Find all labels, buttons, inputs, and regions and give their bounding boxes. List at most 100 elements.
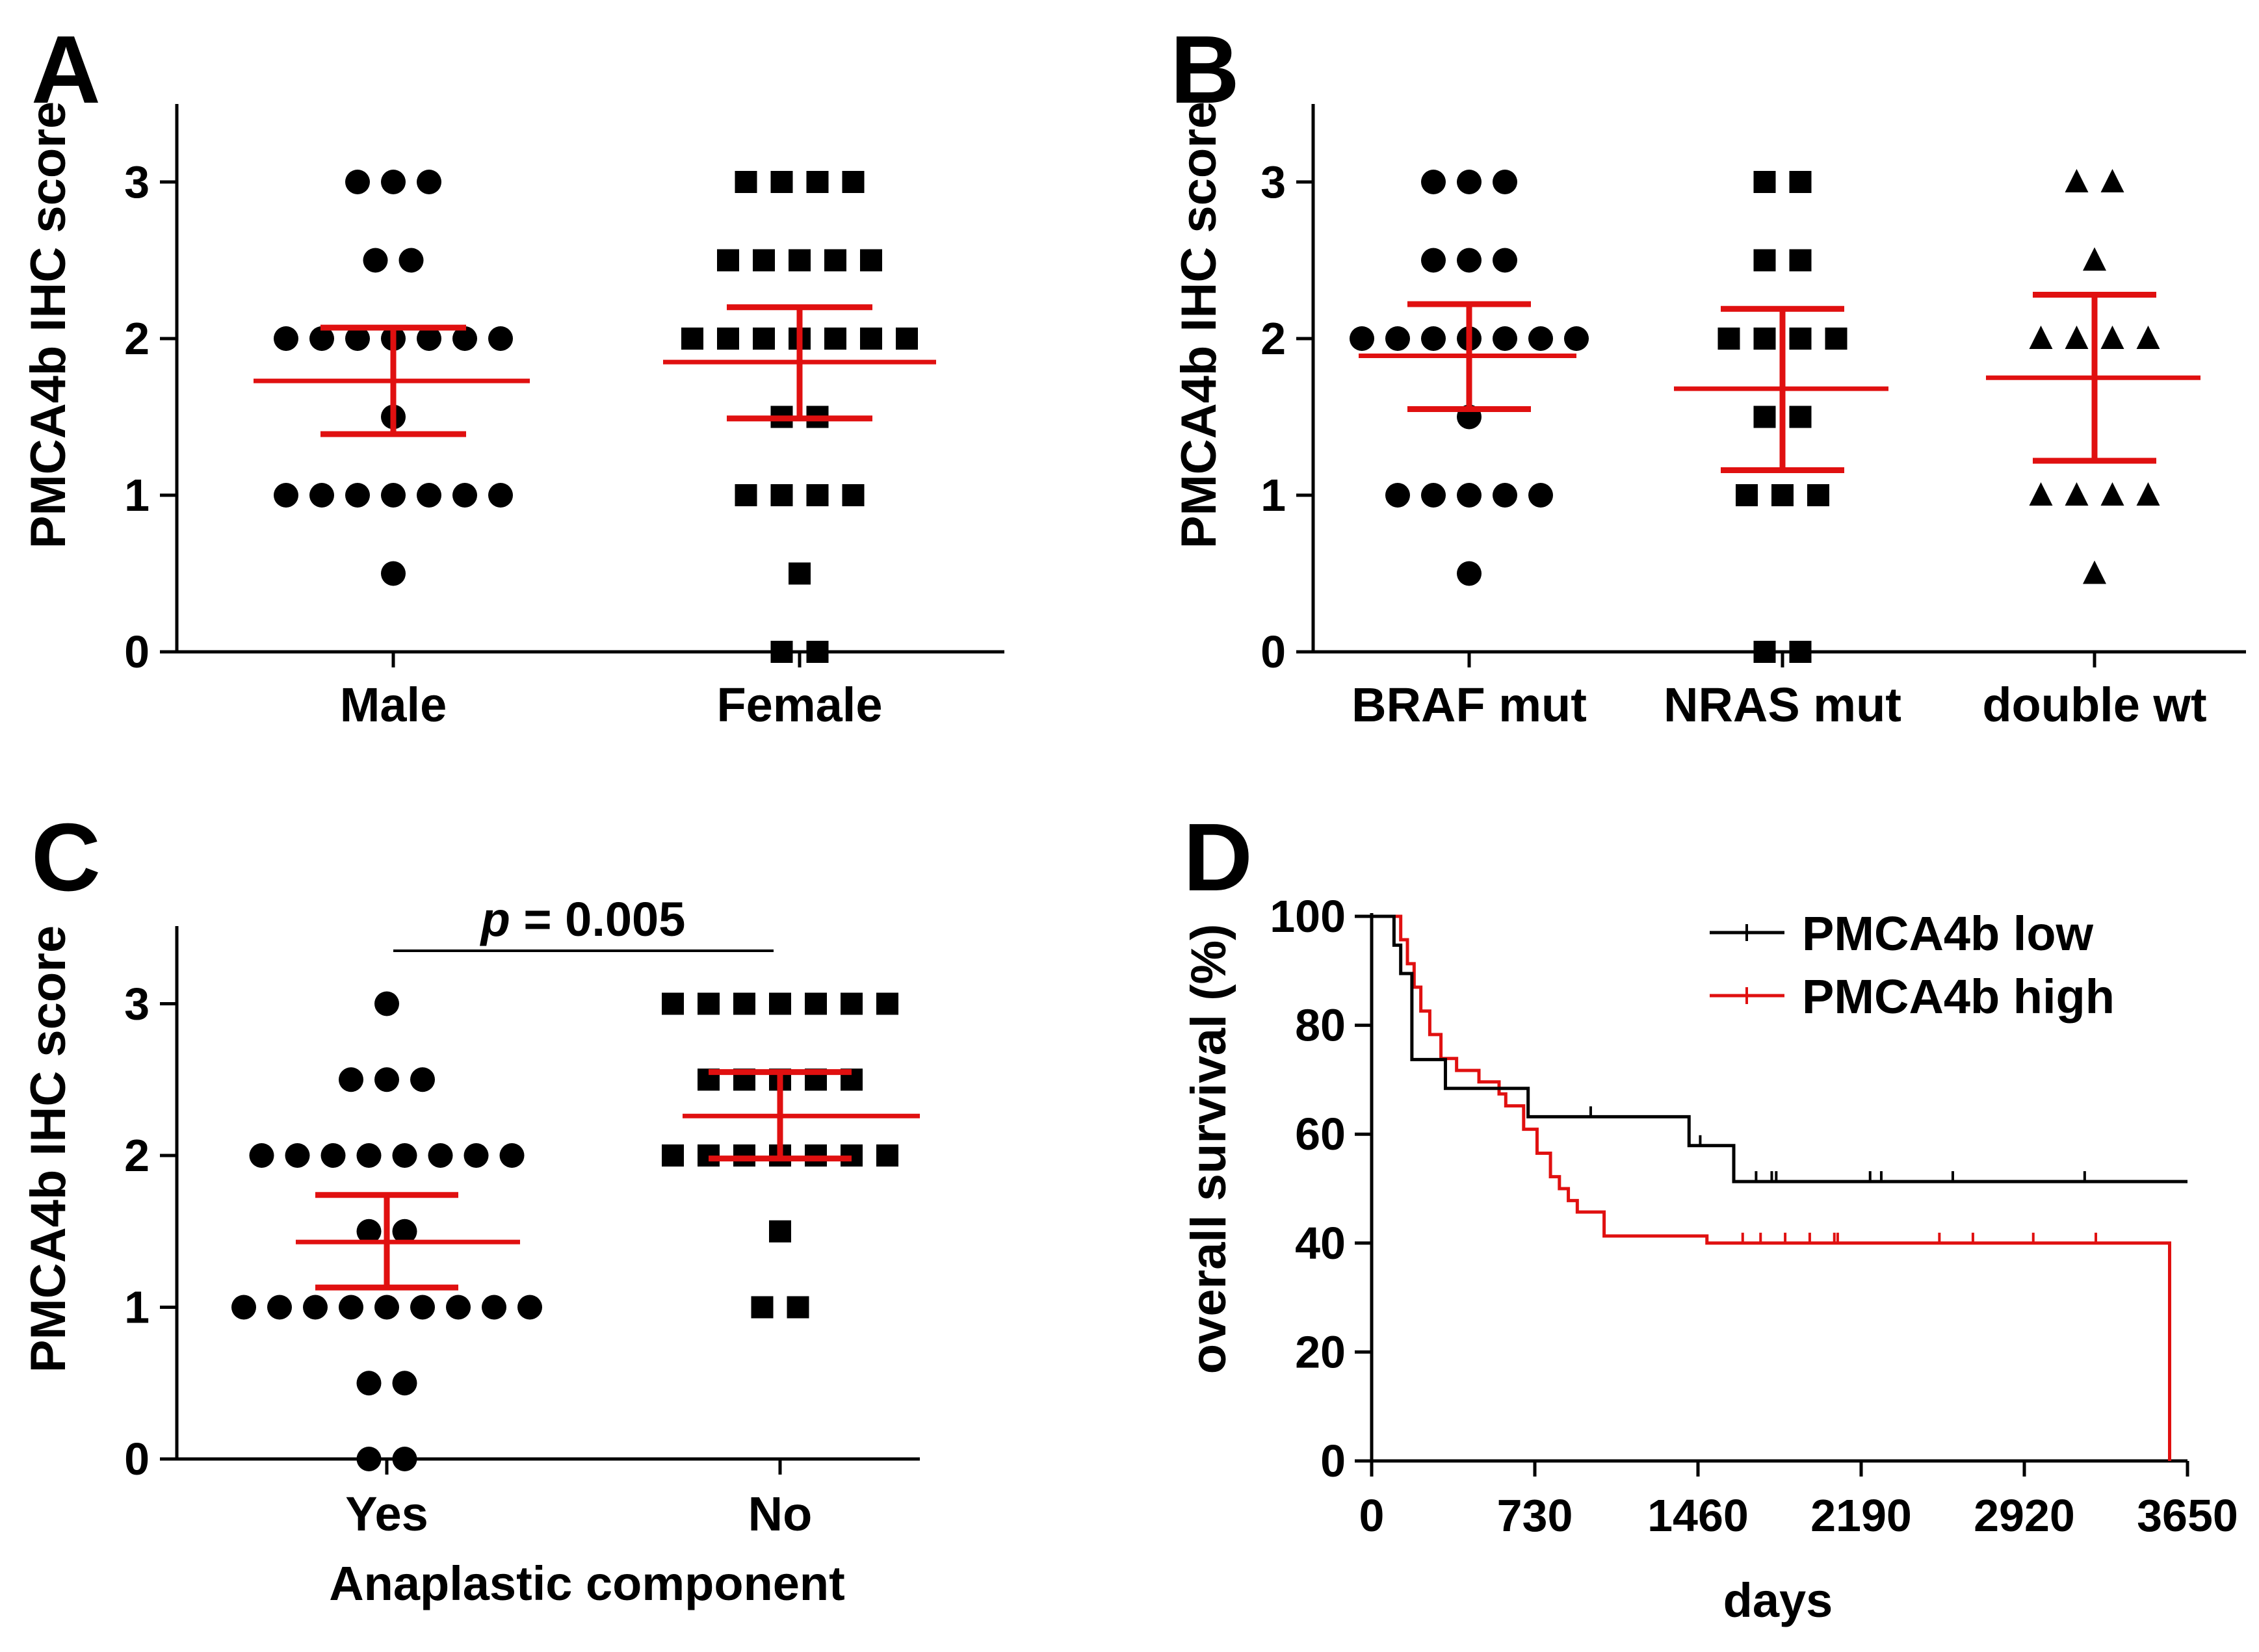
panel-b-axes: 0 1 2 3	[1260, 104, 2246, 677]
chart-marks	[231, 169, 2200, 1471]
panel-b-braf-mut-point	[1493, 483, 1517, 508]
panel-c-yes-point	[392, 1371, 417, 1396]
panel-b-braf-mut-point	[1528, 326, 1553, 351]
panel-c-yes-point	[374, 1295, 399, 1320]
panel-a-male-point	[452, 326, 477, 351]
panel-c-yes-point	[231, 1295, 256, 1320]
panel-c-category-yes: Yes	[345, 1487, 428, 1541]
y-tick-label: 1	[124, 470, 150, 521]
panel-c-yes-point	[339, 1295, 363, 1320]
panel-a-female-point	[806, 641, 829, 663]
panel-a-category-male: Male	[340, 678, 447, 732]
panel-c-x-axis-title: Anaplastic component	[329, 1556, 845, 1610]
panel-a-female-point	[770, 641, 793, 663]
panel-c-yes-point	[392, 1447, 417, 1471]
panel-a-male-point	[345, 326, 370, 351]
panel-a-female-point	[717, 328, 739, 350]
panel-b-category-braf: BRAF mut	[1351, 678, 1587, 732]
panel-c-no-point	[841, 1144, 863, 1167]
panel-a-axes: 0 1 2 3	[124, 104, 1004, 677]
panel-b-nras-mut-point	[1789, 328, 1812, 350]
panel-b-category-double-wt: double wt	[1982, 678, 2206, 732]
x-tick-label: 1460	[1647, 1490, 1749, 1541]
survival-curve-high	[1372, 914, 2171, 1461]
y-tick-label: 0	[124, 1434, 150, 1484]
panel-b-nras-mut-point	[1789, 641, 1812, 663]
panel-b-braf-mut-point	[1421, 170, 1446, 194]
panel-a-female-point	[753, 328, 775, 350]
panel-a-male-point	[345, 483, 370, 508]
y-tick-label: 20	[1295, 1326, 1346, 1377]
panel-a-male-point	[417, 483, 441, 508]
x-tick-label: 3650	[2137, 1490, 2238, 1541]
panel-b-double-wt-point	[2065, 326, 2089, 349]
panel-a-female-point	[717, 249, 739, 272]
panel-a-male-point	[363, 248, 388, 273]
panel-b-nras-mut-point	[1789, 171, 1812, 193]
panel-b-braf-mut-point	[1528, 483, 1553, 508]
panel-a-category-female: Female	[716, 678, 882, 732]
panel-c-yes-point	[249, 1143, 274, 1168]
p-value-annotation: p = 0.005	[480, 892, 686, 946]
panel-label-a: A	[31, 16, 101, 123]
panel-a-male-point	[309, 483, 334, 508]
y-tick-label: 100	[1270, 891, 1346, 942]
y-tick-label: 1	[1260, 470, 1286, 521]
panel-b-nras-mut-point	[1825, 328, 1848, 350]
panel-a-male-point	[309, 326, 334, 351]
legend-low-label: PMCA4b low	[1802, 907, 2094, 961]
panel-c-yes-point	[464, 1143, 489, 1168]
panel-b-braf-mut-point	[1493, 170, 1517, 194]
panel-a-male-point	[398, 248, 424, 273]
panel-c-yes-point	[446, 1295, 471, 1320]
panel-c-yes-point	[482, 1295, 506, 1320]
panel-b-braf-mut-point	[1457, 483, 1482, 508]
panel-b-double-wt-point	[2029, 482, 2053, 506]
y-tick-label: 80	[1295, 1000, 1346, 1051]
panel-c-yes-point	[320, 1143, 346, 1168]
panel-b-nras-mut-point	[1789, 406, 1812, 428]
panel-c-yes-point	[267, 1295, 292, 1320]
y-tick-label: 2	[124, 1130, 150, 1181]
panel-c-no-point	[876, 1144, 898, 1167]
panel-d-x-axis-title: days	[1723, 1573, 1833, 1627]
panel-c-yes-point	[428, 1143, 453, 1168]
y-tick-label: 0	[1260, 626, 1286, 677]
panel-b-double-wt-point	[2083, 560, 2106, 584]
panel-b-braf-mut-point	[1457, 561, 1482, 586]
panel-label-c: C	[31, 804, 101, 911]
panel-b-nras-mut-point	[1753, 406, 1776, 428]
panel-b-nras-mut-point	[1753, 328, 1776, 350]
panel-c-yes-point	[499, 1143, 525, 1168]
panel-label-d: D	[1183, 804, 1253, 911]
panel-b-braf-mut-point	[1493, 326, 1517, 351]
panel-a-female-point	[770, 484, 793, 506]
panel-a-male-point	[452, 483, 477, 508]
panel-b-double-wt-point	[2136, 326, 2160, 349]
panel-b-nras-mut-point	[1753, 641, 1776, 663]
y-tick-label: 60	[1295, 1109, 1346, 1159]
panel-c-yes-point	[374, 991, 399, 1016]
panel-d-axes: 0 20 40 60 80 100 0 730 1460 2190 2920 3650	[1270, 891, 2238, 1541]
panel-b-y-axis-title: PMCA4b IHC score	[1171, 101, 1227, 549]
panel-c-yes-point	[285, 1143, 310, 1168]
y-tick-label: 2	[1260, 313, 1286, 364]
panel-c-no-point	[698, 1144, 720, 1167]
panel-c-no-point	[662, 992, 684, 1015]
panel-a-female-point	[824, 249, 846, 272]
y-tick-label: 2	[124, 313, 150, 364]
panel-a-female-point	[860, 249, 882, 272]
panel-label-b: B	[1170, 16, 1240, 123]
x-tick-label: 2190	[1810, 1490, 1912, 1541]
panel-a-female-point	[735, 171, 757, 193]
panel-c-axes: 0 1 2 3	[124, 926, 920, 1484]
panel-b-braf-mut-point	[1385, 326, 1410, 351]
panel-a-female-point	[735, 484, 757, 506]
panel-b-braf-mut-point	[1564, 326, 1589, 351]
panel-a-female-point	[789, 249, 811, 272]
panel-c-yes-point	[356, 1371, 382, 1396]
panel-b-double-wt-point	[2100, 169, 2124, 192]
panel-c-no-point	[787, 1296, 809, 1319]
panel-b-category-nras: NRAS mut	[1664, 678, 1901, 732]
